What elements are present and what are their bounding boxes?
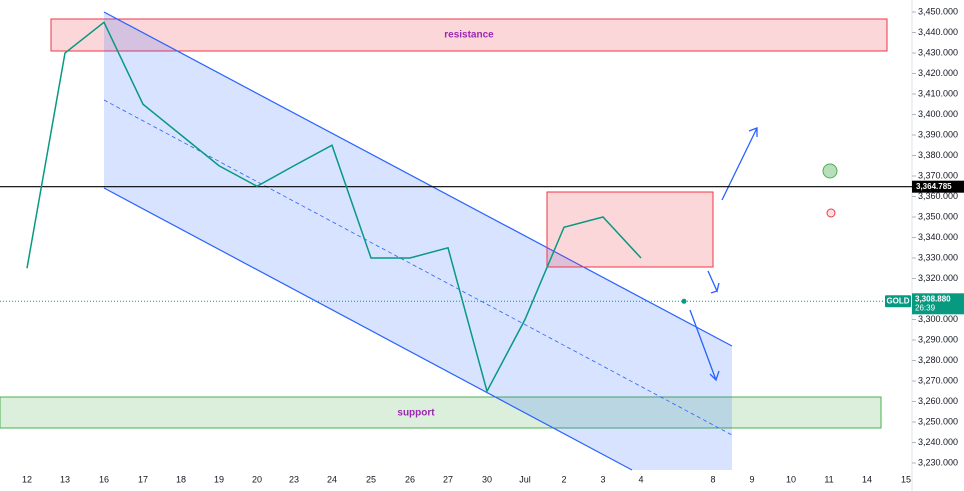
y-tick-label: 3,420.000 — [918, 68, 958, 78]
signal-up — [822, 163, 838, 179]
symbol-tag — [885, 295, 911, 308]
y-tick-label: 3,320.000 — [918, 273, 958, 283]
symbol-label: GOLD — [886, 296, 909, 305]
x-tick-label: 24 — [327, 474, 337, 484]
y-tick-label: 3,360.000 — [918, 191, 958, 201]
level-label: 3,364.785 — [916, 182, 952, 191]
y-tick-label: 3,340.000 — [918, 232, 958, 242]
x-tick-label: 13 — [60, 474, 70, 484]
y-tick-label: 3,410.000 — [918, 88, 958, 98]
y-tick-label: 3,370.000 — [918, 170, 958, 180]
x-tick-label: 9 — [749, 474, 754, 484]
last-price-label: 3,308.880 — [915, 294, 951, 303]
x-tick-label: Jul — [519, 474, 531, 484]
x-tick-label: 12 — [22, 474, 32, 484]
x-tick-label: 25 — [366, 474, 376, 484]
channel-bottom — [103, 187, 633, 471]
x-tick-label: 14 — [862, 474, 872, 484]
price-line — [26, 21, 642, 394]
x-tick-label: 16 — [99, 474, 109, 484]
y-tick-label: 3,230.000 — [918, 457, 958, 467]
channel-top — [103, 11, 733, 347]
range-box — [546, 191, 714, 268]
resistance-label: resistance — [444, 30, 494, 41]
x-tick-label: 18 — [176, 474, 186, 484]
x-tick-label: 8 — [710, 474, 715, 484]
arrows — [689, 127, 758, 382]
countdown: 26:39 — [915, 303, 936, 312]
x-tick-label: 11 — [824, 474, 833, 484]
x-tick-label: 27 — [443, 474, 453, 484]
y-tick-label: 3,380.000 — [918, 150, 958, 160]
y-tick-label: 3,400.000 — [918, 109, 958, 119]
channel — [104, 12, 732, 470]
resistance-zone — [50, 18, 888, 52]
last-price-point — [681, 298, 687, 304]
y-tick-label: 3,260.000 — [918, 396, 958, 406]
x-tick-label: 15 — [901, 474, 911, 484]
x-tick-label: 17 — [138, 474, 148, 484]
x-tick-label: 10 — [786, 474, 796, 484]
x-tick-label: 19 — [214, 474, 224, 484]
y-tick-label: 3,330.000 — [918, 252, 958, 262]
x-tick-label: 3 — [600, 474, 605, 484]
y-tick-label: 3,350.000 — [918, 211, 958, 221]
x-tick-label: 26 — [405, 474, 415, 484]
x-tick-label: 23 — [289, 474, 299, 484]
y-tick-label: 3,390.000 — [918, 129, 958, 139]
x-tick-label: 2 — [561, 474, 566, 484]
y-tick-label: 3,450.000 — [918, 6, 958, 16]
signal-down — [826, 208, 836, 218]
y-tick-label: 3,240.000 — [918, 437, 958, 447]
y-tick-label: 3,290.000 — [918, 334, 958, 344]
last-price-tag — [912, 293, 964, 315]
x-tick-label: 20 — [252, 474, 262, 484]
y-tick-label: 3,270.000 — [918, 375, 958, 385]
level-tag — [912, 180, 964, 193]
x-tick-label: 4 — [638, 474, 643, 484]
support-zone — [0, 396, 882, 429]
support-label: support — [397, 408, 435, 419]
y-tick-label: 3,430.000 — [918, 47, 958, 57]
y-tick-label: 3,440.000 — [918, 27, 958, 37]
y-tick-label: 3,280.000 — [918, 355, 958, 365]
y-tick-label: 3,300.000 — [918, 314, 958, 324]
y-tick-label: 3,250.000 — [918, 416, 958, 426]
x-tick-label: 30 — [482, 474, 492, 484]
